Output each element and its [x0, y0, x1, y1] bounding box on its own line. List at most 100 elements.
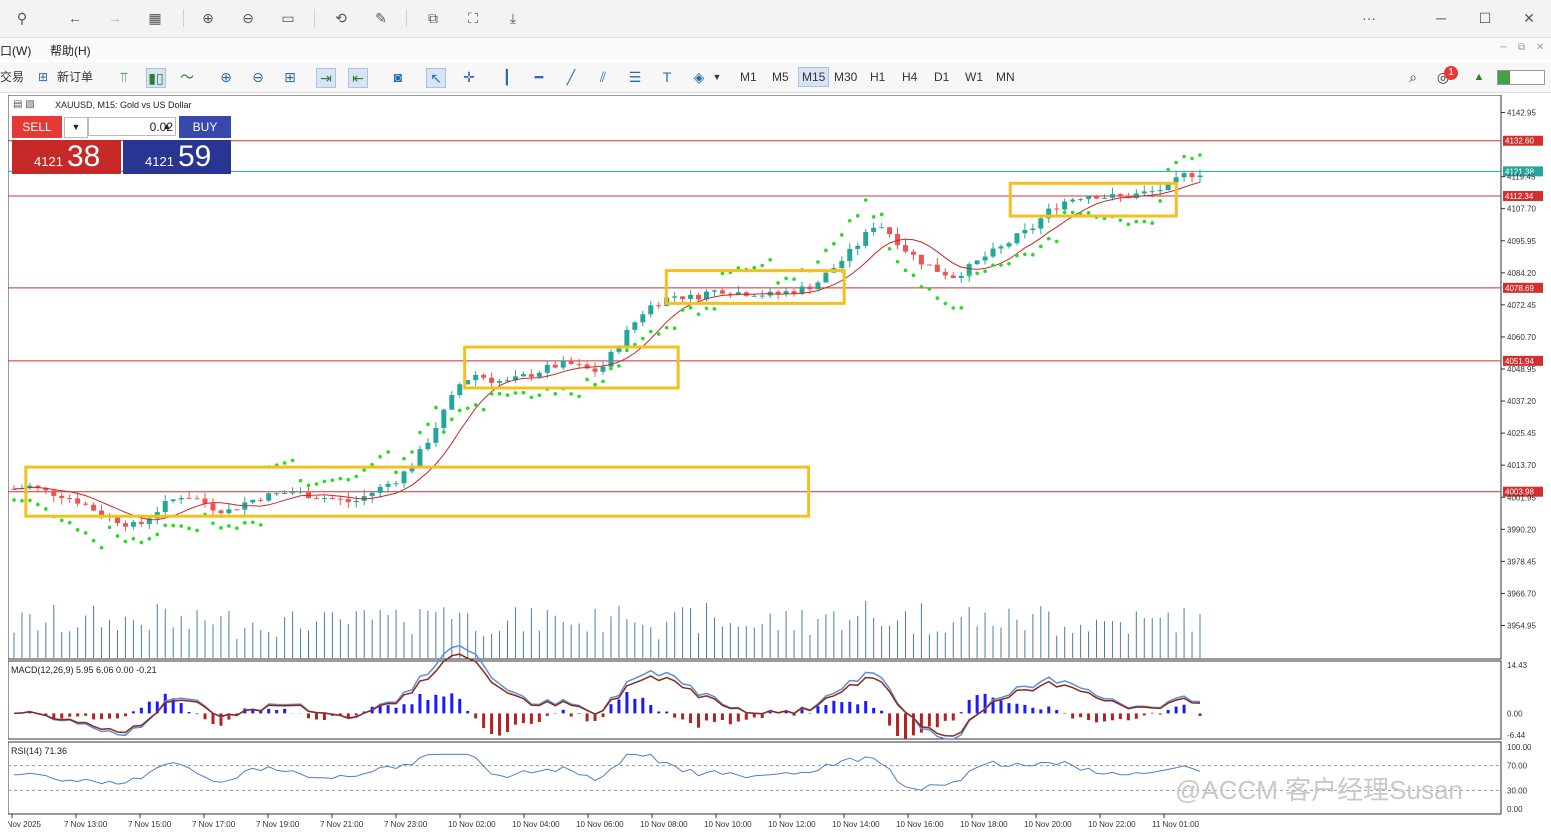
sar-dot [816, 260, 820, 264]
bar-chart-icon[interactable]: ⫪ [120, 69, 128, 85]
trade-button[interactable]: 交易 [0, 70, 25, 84]
sar-dot [227, 524, 231, 528]
line-chart-icon[interactable]: 〜 [180, 69, 194, 85]
screenshot-chart-icon[interactable]: ◙ [393, 69, 403, 85]
mdi-minimize-icon[interactable]: ─ [1500, 42, 1508, 53]
sell-button[interactable]: SELL [12, 116, 62, 138]
download-icon[interactable]: ⤓ [509, 10, 517, 26]
candle-body [711, 290, 717, 292]
timeframe-m15[interactable]: M15 [798, 67, 830, 87]
buy-button[interactable]: BUY [179, 116, 231, 138]
sar-dot [402, 456, 406, 461]
lot-size-input[interactable]: 0.02 [88, 117, 176, 136]
sar-dot [688, 305, 693, 310]
sar-dot [903, 268, 908, 273]
sar-dot [712, 307, 717, 311]
timeframe-mn[interactable]: MN [996, 70, 1015, 84]
menu-item-window[interactable]: 口(W) [0, 44, 32, 58]
maximize-button[interactable]: ☐ [1478, 10, 1492, 26]
fit-icon[interactable]: ▭ [281, 10, 295, 26]
timeframe-m5[interactable]: M5 [772, 70, 789, 84]
horizontal-line-icon[interactable]: ━ [534, 69, 544, 85]
lot-increase-icon[interactable]: ▲ [162, 121, 172, 131]
text-tool-icon[interactable]: T [662, 69, 672, 85]
sar-dot [1150, 221, 1155, 225]
sar-dot [1015, 253, 1019, 258]
cursor-icon[interactable]: ↖ [426, 68, 446, 88]
timeframe-h1[interactable]: H1 [870, 70, 886, 84]
chart-area[interactable]: 4132.60 4121.38 4112.34 4078.69 4051.94 4003.… [0, 94, 1551, 835]
candle-body [576, 363, 582, 365]
chevron-down-icon[interactable]: ▼ [712, 72, 722, 82]
tile-windows-icon[interactable]: ⊞ [284, 69, 296, 85]
sar-dot [625, 348, 629, 353]
candle-body [83, 503, 89, 505]
sar-dot [895, 259, 900, 264]
candle-body [624, 329, 630, 348]
translate-icon[interactable]: ⧉ [428, 10, 438, 26]
macd-axis-label: 0.00 [1507, 709, 1523, 718]
forward-icon[interactable]: → [108, 10, 122, 26]
sar-dot [179, 524, 183, 528]
new-order-button[interactable]: 新订单 [57, 70, 94, 84]
grid-icon[interactable]: ▦ [148, 10, 162, 26]
candle-body [632, 322, 638, 330]
candle-body [672, 296, 678, 298]
sar-dot [346, 477, 351, 482]
zoom-out-icon[interactable]: ⊖ [242, 10, 254, 26]
auto-scroll-icon[interactable]: ⇥ [316, 68, 336, 88]
candle-body [616, 347, 622, 352]
more-icon[interactable]: ··· [1362, 10, 1376, 26]
timeframe-w1[interactable]: W1 [965, 70, 983, 84]
menu-item-help[interactable]: 帮助(H) [50, 44, 91, 58]
candle-body [727, 293, 733, 295]
ask-price-button[interactable]: 4121 59 [123, 140, 231, 174]
search-icon[interactable]: ⌕ [1409, 69, 1417, 85]
candle-body [75, 498, 81, 504]
zoom-in-icon[interactable]: ⊕ [202, 10, 214, 26]
fibonacci-icon[interactable]: ☰ [628, 69, 642, 85]
candlestick-icon[interactable]: ▮▯ [146, 68, 166, 88]
timeframe-d1[interactable]: D1 [934, 70, 950, 84]
lot-dropdown-icon[interactable]: ▼ [64, 117, 88, 138]
sar-dot [648, 329, 653, 334]
vertical-line-icon[interactable]: ┃ [502, 69, 512, 85]
candle-body [584, 364, 590, 369]
pin-icon[interactable]: ⚲ [16, 10, 28, 26]
minimize-button[interactable]: ─ [1436, 10, 1446, 26]
rotate-icon[interactable]: ⟲ [335, 10, 347, 26]
shapes-icon[interactable]: ◈ [693, 69, 705, 85]
mdi-close-icon[interactable]: ✕ [1536, 42, 1545, 53]
sar-dot [243, 521, 247, 525]
edit-icon[interactable]: ✎ [375, 10, 387, 26]
back-icon[interactable]: ← [68, 10, 82, 26]
chart-shift-icon[interactable]: ⇤ [348, 68, 368, 88]
candle-body [1054, 208, 1060, 210]
screenshot-icon[interactable]: ⛶ [468, 10, 478, 26]
timeframe-m30[interactable]: M30 [834, 70, 858, 84]
time-axis-label: 10 Nov 04:00 [512, 820, 560, 829]
zoom-in-chart-icon[interactable]: ⊕ [220, 69, 232, 85]
close-button[interactable]: ✕ [1523, 10, 1535, 26]
candle-body [91, 504, 97, 511]
mdi-restore-icon[interactable]: ⧉ [1518, 42, 1526, 53]
new-order-icon[interactable]: ⊞ [38, 70, 49, 84]
timeframe-m1[interactable]: M1 [740, 70, 757, 84]
sar-dot [282, 461, 287, 465]
time-axis-label: 10 Nov 08:00 [640, 820, 688, 829]
crosshair-icon[interactable]: ✛ [463, 69, 475, 85]
sar-dot [935, 296, 940, 300]
trendline-icon[interactable]: ╱ [566, 69, 576, 85]
zoom-out-chart-icon[interactable]: ⊖ [252, 69, 264, 85]
candle-body [552, 364, 558, 368]
sar-dot [609, 366, 613, 371]
timeframe-h4[interactable]: H4 [902, 70, 918, 84]
candle-body [895, 234, 901, 246]
channel-icon[interactable]: ⫽ [599, 69, 607, 85]
price-chart[interactable]: 4132.60 4121.38 4112.34 4078.69 4051.94 4003.… [0, 94, 1551, 835]
candle-body [385, 483, 391, 487]
candle-body [298, 491, 304, 493]
bid-price-button[interactable]: 4121 38 [12, 140, 121, 174]
candle-body [942, 271, 948, 276]
sar-dot [919, 285, 924, 289]
